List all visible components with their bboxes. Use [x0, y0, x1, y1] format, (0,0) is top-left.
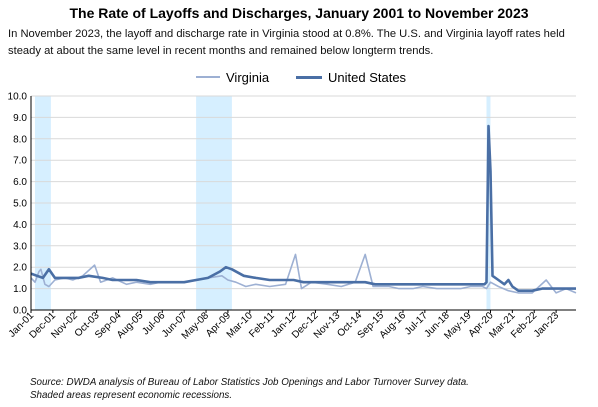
recession-note: Shaded areas represent economic recessio…: [30, 390, 233, 401]
y-axis-labels: 0.0 1.0 2.0 3.0 4.0 5.0 6.0 7.0 8.0 9.0 10.0: [8, 92, 28, 317]
y-tick-label: 4.0: [13, 220, 27, 231]
chart-subtitle: In November 2023, the layoff and dischar…: [8, 28, 565, 57]
source-note: Source: DWDA analysis of Bureau of Labor…: [30, 376, 469, 402]
y-tick-label: 7.0: [13, 156, 27, 167]
x-tick-label: Jan-23: [532, 310, 562, 340]
y-tick-label: 0.0: [13, 306, 27, 317]
legend-item-united-states: United States: [296, 68, 406, 86]
y-tick-label: 5.0: [13, 199, 27, 210]
series-lines: [30, 124, 577, 294]
y-tick-label: 10.0: [8, 92, 28, 103]
x-axis-labels: Jan-01Dec-01Nov-02Oct-03Sep-04Aug-05Jul-…: [7, 310, 562, 342]
source-line: Source: DWDA analysis of Bureau of Labor…: [30, 377, 469, 388]
y-tick-label: 1.0: [13, 284, 27, 295]
legend-item-virginia: Virginia: [196, 68, 269, 86]
legend-label-united-states: United States: [328, 69, 407, 85]
y-tick-label: 2.0: [13, 263, 27, 274]
series-line-virginia: [30, 253, 577, 294]
y-tick-label: 8.0: [13, 134, 27, 145]
series-line-united-states: [30, 124, 576, 292]
chart-title: The Rate of Layoffs and Discharges, Janu…: [69, 5, 529, 21]
y-tick-label: 6.0: [13, 177, 27, 188]
axes: [30, 96, 576, 311]
legend-label-virginia: Virginia: [226, 69, 270, 85]
gridlines: [31, 95, 576, 290]
chart-legend: Virginia United States: [0, 68, 598, 86]
layoff-rate-chart: 0.0 1.0 2.0 3.0 4.0 5.0 6.0 7.0 8.0 9.0 10.0 Jan-0…: [7, 92, 577, 342]
y-tick-label: 3.0: [13, 241, 27, 252]
legend-swatch-united-states: [296, 75, 322, 79]
legend-swatch-virginia: [196, 76, 220, 78]
y-tick-label: 9.0: [13, 113, 27, 124]
